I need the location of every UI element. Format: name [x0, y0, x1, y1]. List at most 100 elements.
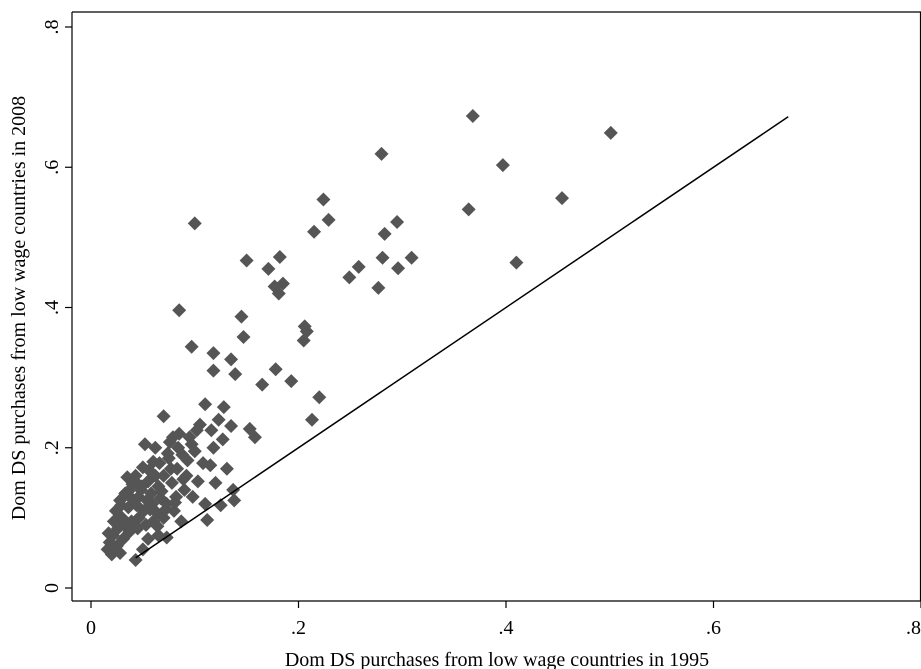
data-point — [234, 309, 249, 324]
data-point — [495, 158, 510, 173]
data-point — [177, 482, 192, 497]
data-point — [114, 498, 129, 513]
data-point — [342, 270, 357, 285]
data-point — [461, 202, 476, 217]
data-point — [255, 377, 270, 392]
data-point — [219, 461, 234, 476]
data-point — [150, 519, 165, 534]
data-point — [391, 261, 406, 276]
x-tick-label: .6 — [706, 617, 721, 639]
data-point — [206, 440, 221, 455]
data-point — [172, 303, 187, 318]
data-point — [351, 259, 366, 274]
data-point — [163, 461, 178, 476]
data-point — [239, 253, 254, 268]
data-point — [509, 255, 524, 270]
data-point — [106, 514, 121, 529]
data-point — [375, 250, 390, 265]
data-point — [206, 363, 221, 378]
data-point — [404, 250, 419, 265]
y-tick-label: .2 — [41, 440, 63, 455]
x-axis: 0 .2 .4 .6 .8 — [86, 601, 921, 639]
data-point — [135, 542, 150, 557]
data-point — [374, 146, 389, 161]
data-point — [213, 498, 228, 513]
x-tick-label: .2 — [291, 617, 306, 639]
data-point — [216, 400, 231, 415]
data-point — [142, 463, 157, 478]
data-point — [227, 493, 242, 508]
y-axis: 0 .2 .4 .6 .8 — [41, 20, 72, 593]
x-tick-label: .8 — [906, 617, 921, 639]
y-tick-label: .4 — [41, 300, 63, 315]
data-point — [321, 212, 336, 227]
data-point — [316, 192, 331, 207]
data-point — [145, 496, 160, 511]
data-point — [228, 367, 243, 382]
data-point — [204, 423, 219, 438]
data-point — [156, 468, 171, 483]
data-point — [603, 125, 618, 140]
data-point — [113, 545, 128, 560]
data-point — [224, 352, 239, 367]
data-point — [171, 440, 186, 455]
data-point — [275, 276, 290, 291]
y-axis-label: Dom DS purchases from low wage countries… — [8, 96, 30, 520]
data-point — [148, 440, 163, 455]
data-point — [184, 437, 199, 452]
data-point — [555, 191, 570, 206]
x-tick-label: 0 — [86, 617, 96, 639]
data-point — [185, 489, 200, 504]
data-point — [152, 456, 167, 471]
data-point — [116, 531, 131, 546]
data-point — [198, 397, 213, 412]
data-points — [100, 109, 618, 567]
data-point — [128, 552, 143, 567]
data-point — [200, 512, 215, 527]
data-point — [377, 226, 392, 241]
data-point — [165, 430, 180, 445]
data-point — [284, 374, 299, 389]
data-point — [180, 453, 195, 468]
data-point — [190, 474, 205, 489]
data-point — [390, 214, 405, 229]
data-point — [296, 333, 311, 348]
data-point — [129, 475, 144, 490]
data-point — [176, 472, 191, 487]
data-point — [154, 484, 169, 499]
data-point — [304, 412, 319, 427]
reference-line — [135, 116, 789, 559]
data-point — [208, 475, 223, 490]
data-point — [261, 261, 276, 276]
data-point — [203, 458, 218, 473]
data-point — [160, 446, 175, 461]
reference-line-group — [135, 116, 789, 559]
data-point — [247, 430, 262, 445]
data-point — [156, 409, 171, 424]
data-point — [371, 280, 386, 295]
data-point — [206, 346, 221, 361]
data-point — [268, 362, 283, 377]
y-tick-label: .6 — [41, 160, 63, 175]
data-point — [158, 502, 173, 517]
data-point — [224, 419, 239, 434]
data-point — [187, 216, 202, 231]
data-point — [272, 250, 287, 265]
data-point — [312, 390, 327, 405]
y-tick-label: .8 — [41, 20, 63, 35]
data-point — [168, 495, 183, 510]
data-point — [164, 475, 179, 490]
data-point — [211, 412, 226, 427]
y-tick-label: 0 — [41, 583, 63, 593]
x-axis-label: Dom DS purchases from low wage countries… — [285, 649, 709, 669]
data-point — [236, 329, 251, 344]
data-point — [101, 526, 116, 541]
x-tick-label: .4 — [499, 617, 514, 639]
data-point — [307, 224, 322, 239]
data-point — [189, 423, 204, 438]
data-point — [215, 432, 230, 447]
data-point — [184, 339, 199, 354]
data-point — [121, 484, 136, 499]
